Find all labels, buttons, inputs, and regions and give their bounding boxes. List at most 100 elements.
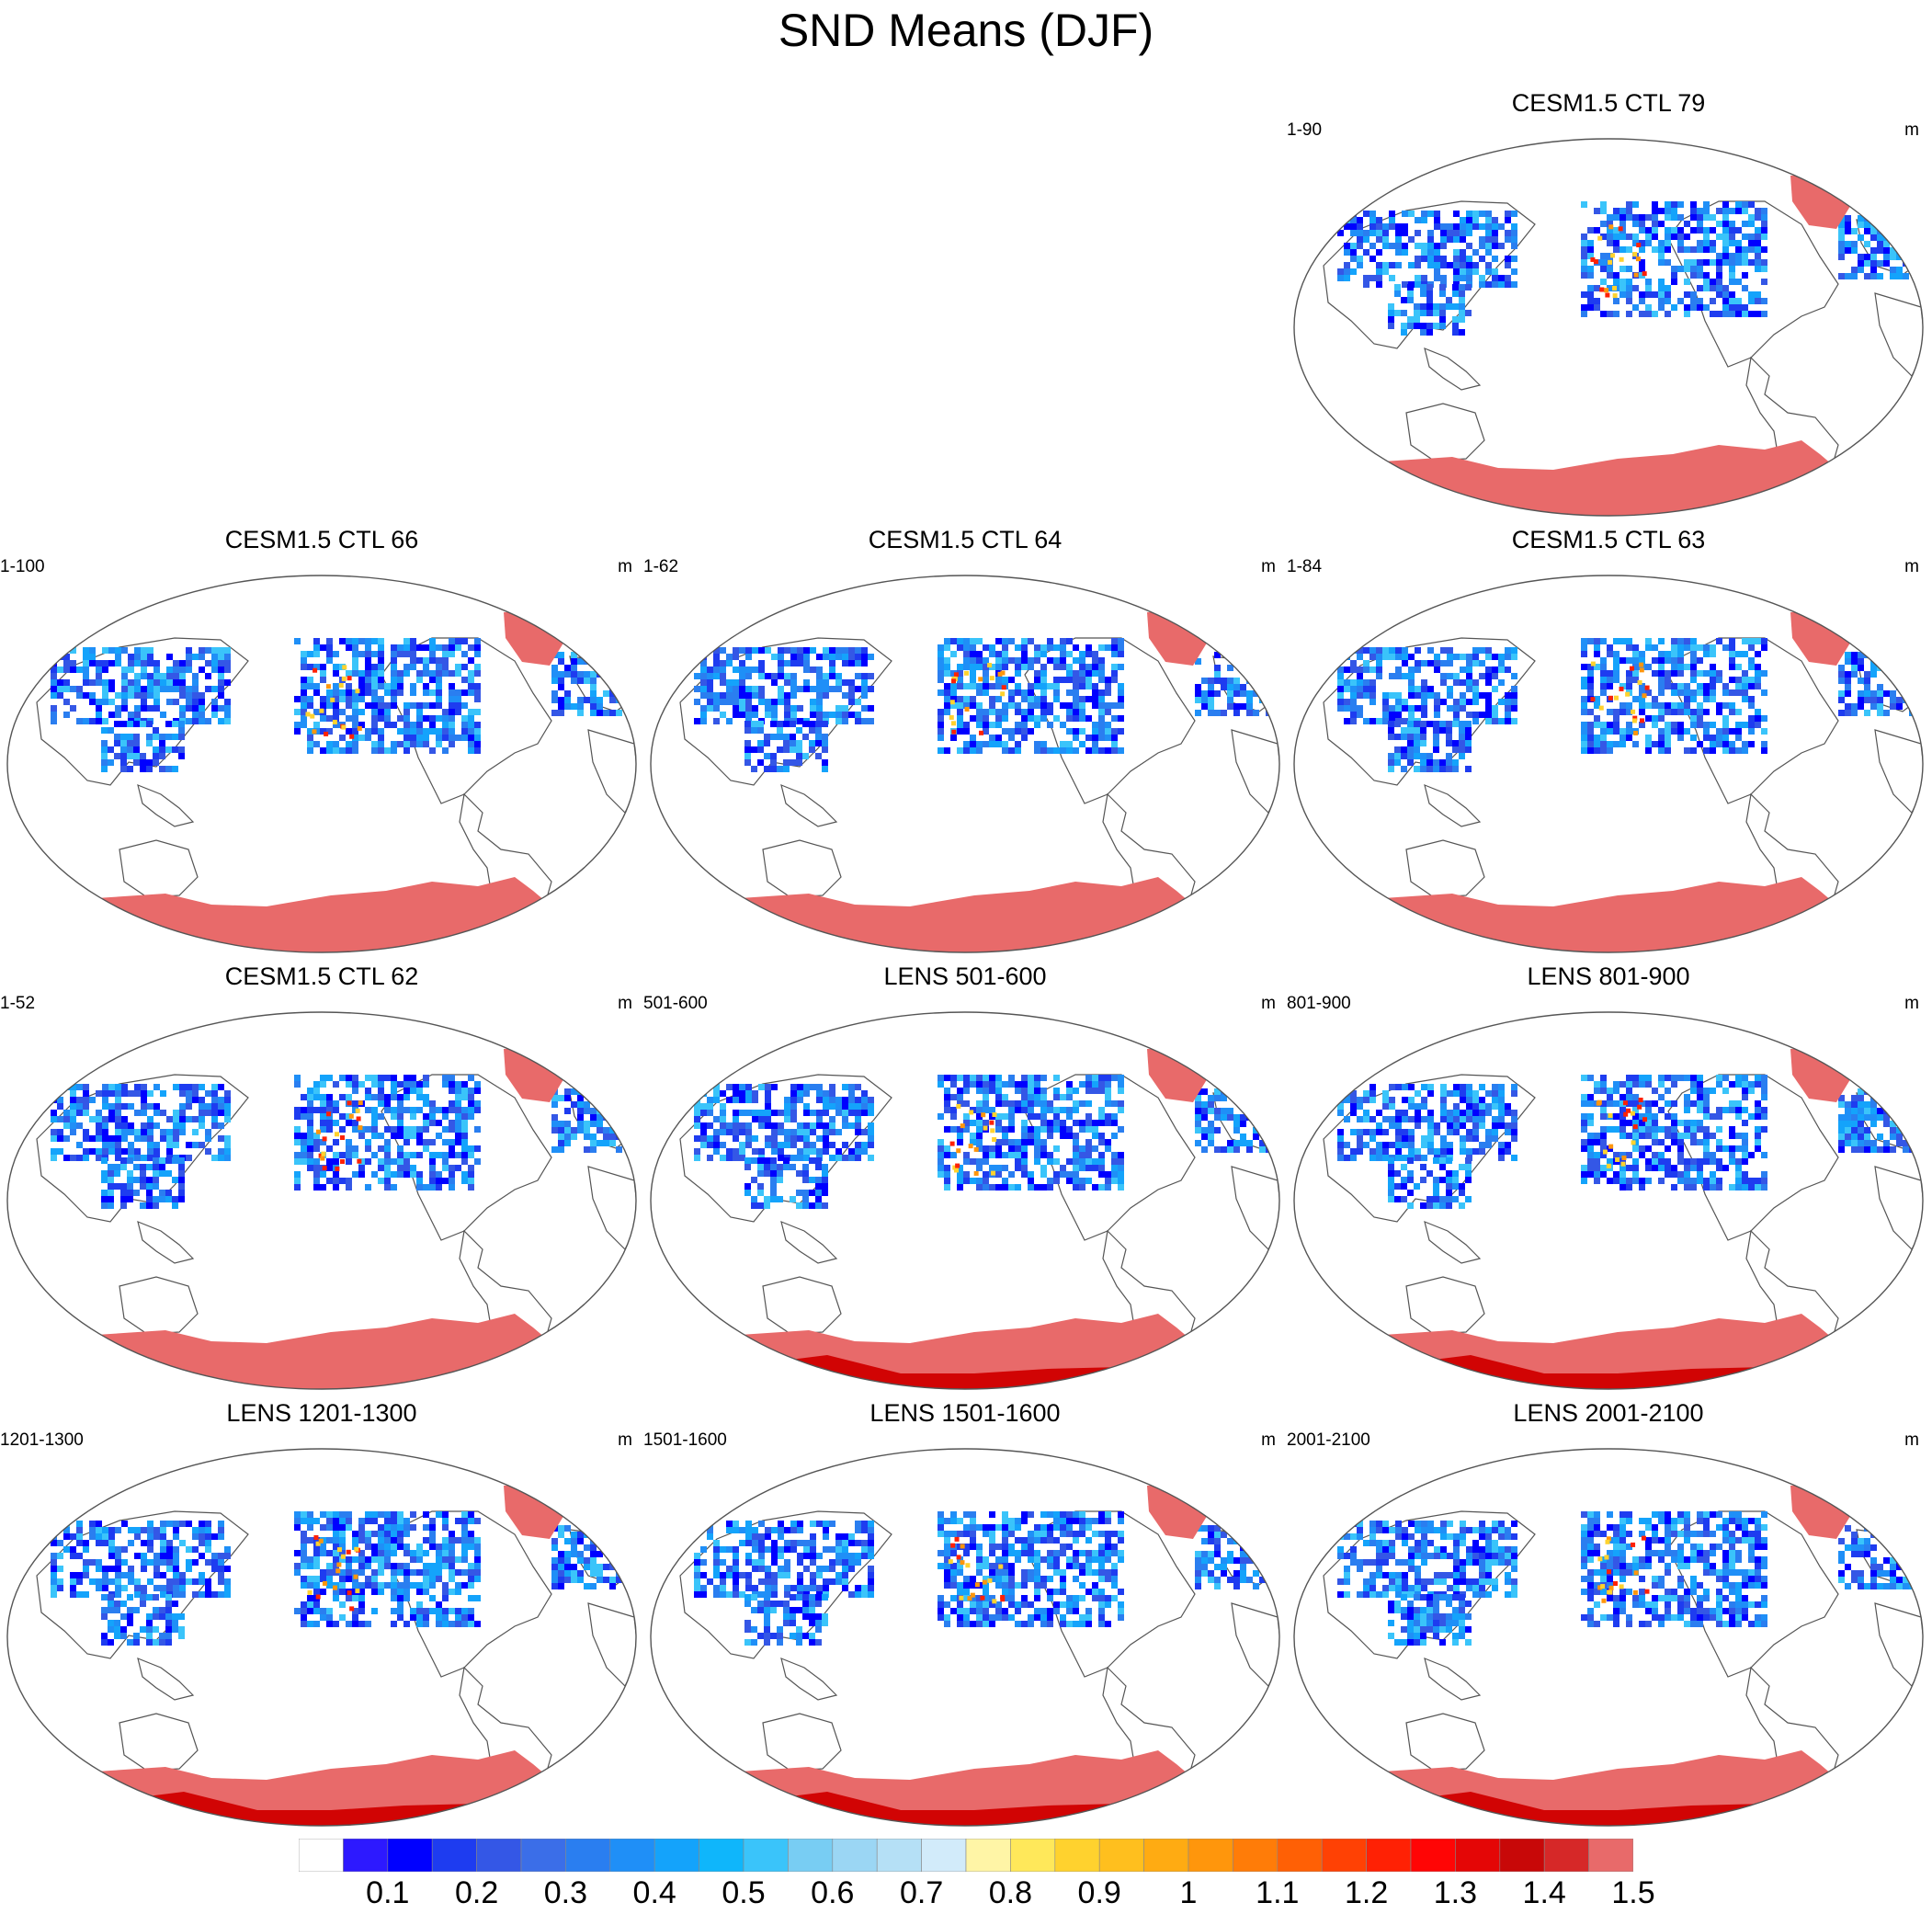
snow-cell	[1639, 1178, 1645, 1184]
snow-cell	[1382, 1090, 1389, 1097]
snow-cell	[1896, 671, 1903, 678]
snow-cell	[436, 735, 442, 741]
panel-units-label: m	[618, 1430, 632, 1450]
snow-cell	[796, 1170, 802, 1177]
snow-cell	[1613, 279, 1619, 285]
snow-cell	[468, 1171, 474, 1178]
snow-cell	[346, 670, 352, 677]
snow-cell	[340, 1135, 346, 1141]
snow-cell	[1761, 715, 1767, 722]
snow-cell	[423, 1184, 429, 1191]
snow-cell	[1729, 657, 1735, 664]
snow-cell	[108, 679, 115, 686]
snow-cell	[333, 702, 339, 709]
snow-cell	[1690, 266, 1697, 272]
snow-cell	[995, 735, 1002, 741]
snow-cell	[108, 699, 115, 705]
snow-cell	[1748, 246, 1755, 253]
snow-cell	[1684, 638, 1690, 644]
snow-cell	[1594, 1165, 1600, 1171]
snow-cell	[307, 1094, 313, 1100]
snow-cell	[1446, 727, 1452, 734]
snow-cell	[365, 1158, 371, 1165]
snow-cell	[1118, 696, 1124, 702]
snow-cell	[1845, 710, 1851, 716]
snow-cell	[989, 1081, 995, 1088]
snow-cell	[1658, 1152, 1665, 1158]
snow-cell	[1690, 638, 1697, 644]
snow-cell	[1729, 689, 1735, 696]
snow-cell	[597, 710, 603, 716]
snow-cell	[1677, 644, 1684, 651]
snow-cell	[1015, 683, 1021, 689]
snow-cell	[1395, 666, 1402, 673]
snow-cell	[1079, 715, 1085, 722]
snow-cell	[757, 1164, 764, 1170]
snow-cell	[822, 721, 828, 727]
snow-cell	[1459, 1190, 1465, 1196]
snow-cell	[1729, 747, 1735, 754]
snow-cell	[1388, 1177, 1394, 1183]
snow-cell	[855, 660, 861, 666]
snow-cell	[326, 702, 333, 709]
snow-cell	[694, 1116, 700, 1122]
snow-cell	[121, 647, 128, 654]
snow-cell	[403, 1152, 410, 1158]
snow-cell	[1079, 677, 1085, 683]
snow-cell	[449, 689, 455, 696]
snow-cell	[1665, 702, 1671, 709]
snow-cell	[384, 702, 391, 709]
snow-cell	[397, 689, 403, 696]
snow-cell	[1407, 753, 1414, 759]
snow-cell	[102, 1084, 108, 1090]
snow-cell	[1632, 1126, 1639, 1133]
snow-cell	[1619, 702, 1626, 709]
snow-cell	[1227, 690, 1233, 697]
snow-cell	[391, 1133, 397, 1139]
snow-cell	[205, 1129, 211, 1135]
snow-cell	[378, 1088, 384, 1094]
snow-cell	[70, 1090, 76, 1097]
snow-cell	[1015, 657, 1021, 664]
snow-cell	[1021, 657, 1028, 664]
snow-cell	[739, 666, 745, 673]
snow-cell	[1350, 1097, 1357, 1103]
snow-cell	[1376, 223, 1382, 230]
snow-cell	[1266, 658, 1272, 665]
snow-cell	[765, 1116, 771, 1122]
snow-cell	[1684, 664, 1690, 670]
snow-cell	[173, 679, 179, 686]
snow-cell	[449, 722, 455, 728]
snow-cell	[403, 715, 410, 722]
snow-cell	[1401, 1164, 1407, 1170]
snow-cell	[1098, 1075, 1105, 1081]
snow-cell	[1883, 1101, 1890, 1108]
snow-cell	[1350, 223, 1357, 230]
snow-cell	[938, 689, 944, 696]
snow-cell	[970, 1133, 976, 1139]
snow-cell	[1073, 1152, 1079, 1158]
snow-cell	[771, 1084, 778, 1090]
snow-cell	[713, 673, 720, 679]
snow-cell	[802, 1196, 809, 1202]
snow-cell	[739, 1142, 745, 1148]
snow-cell	[358, 651, 365, 657]
snow-cell	[1105, 1088, 1111, 1094]
snow-cell	[745, 647, 752, 654]
snow-cell	[134, 1090, 141, 1097]
snow-cell	[449, 670, 455, 677]
snow-cell	[1066, 1126, 1073, 1133]
snow-cell	[1485, 699, 1492, 705]
snow-cell	[1021, 644, 1028, 651]
snow-cell	[1111, 1171, 1118, 1178]
snow-cell	[108, 660, 115, 666]
snow-cell	[1233, 690, 1240, 697]
snow-cell	[1594, 638, 1600, 644]
snow-cell	[178, 1183, 185, 1190]
snow-cell	[1085, 677, 1092, 683]
snow-cell	[1053, 664, 1060, 670]
snow-cell	[1511, 718, 1517, 724]
snow-cell	[1883, 1146, 1890, 1153]
snow-cell	[707, 666, 713, 673]
snow-cell	[816, 1090, 823, 1097]
